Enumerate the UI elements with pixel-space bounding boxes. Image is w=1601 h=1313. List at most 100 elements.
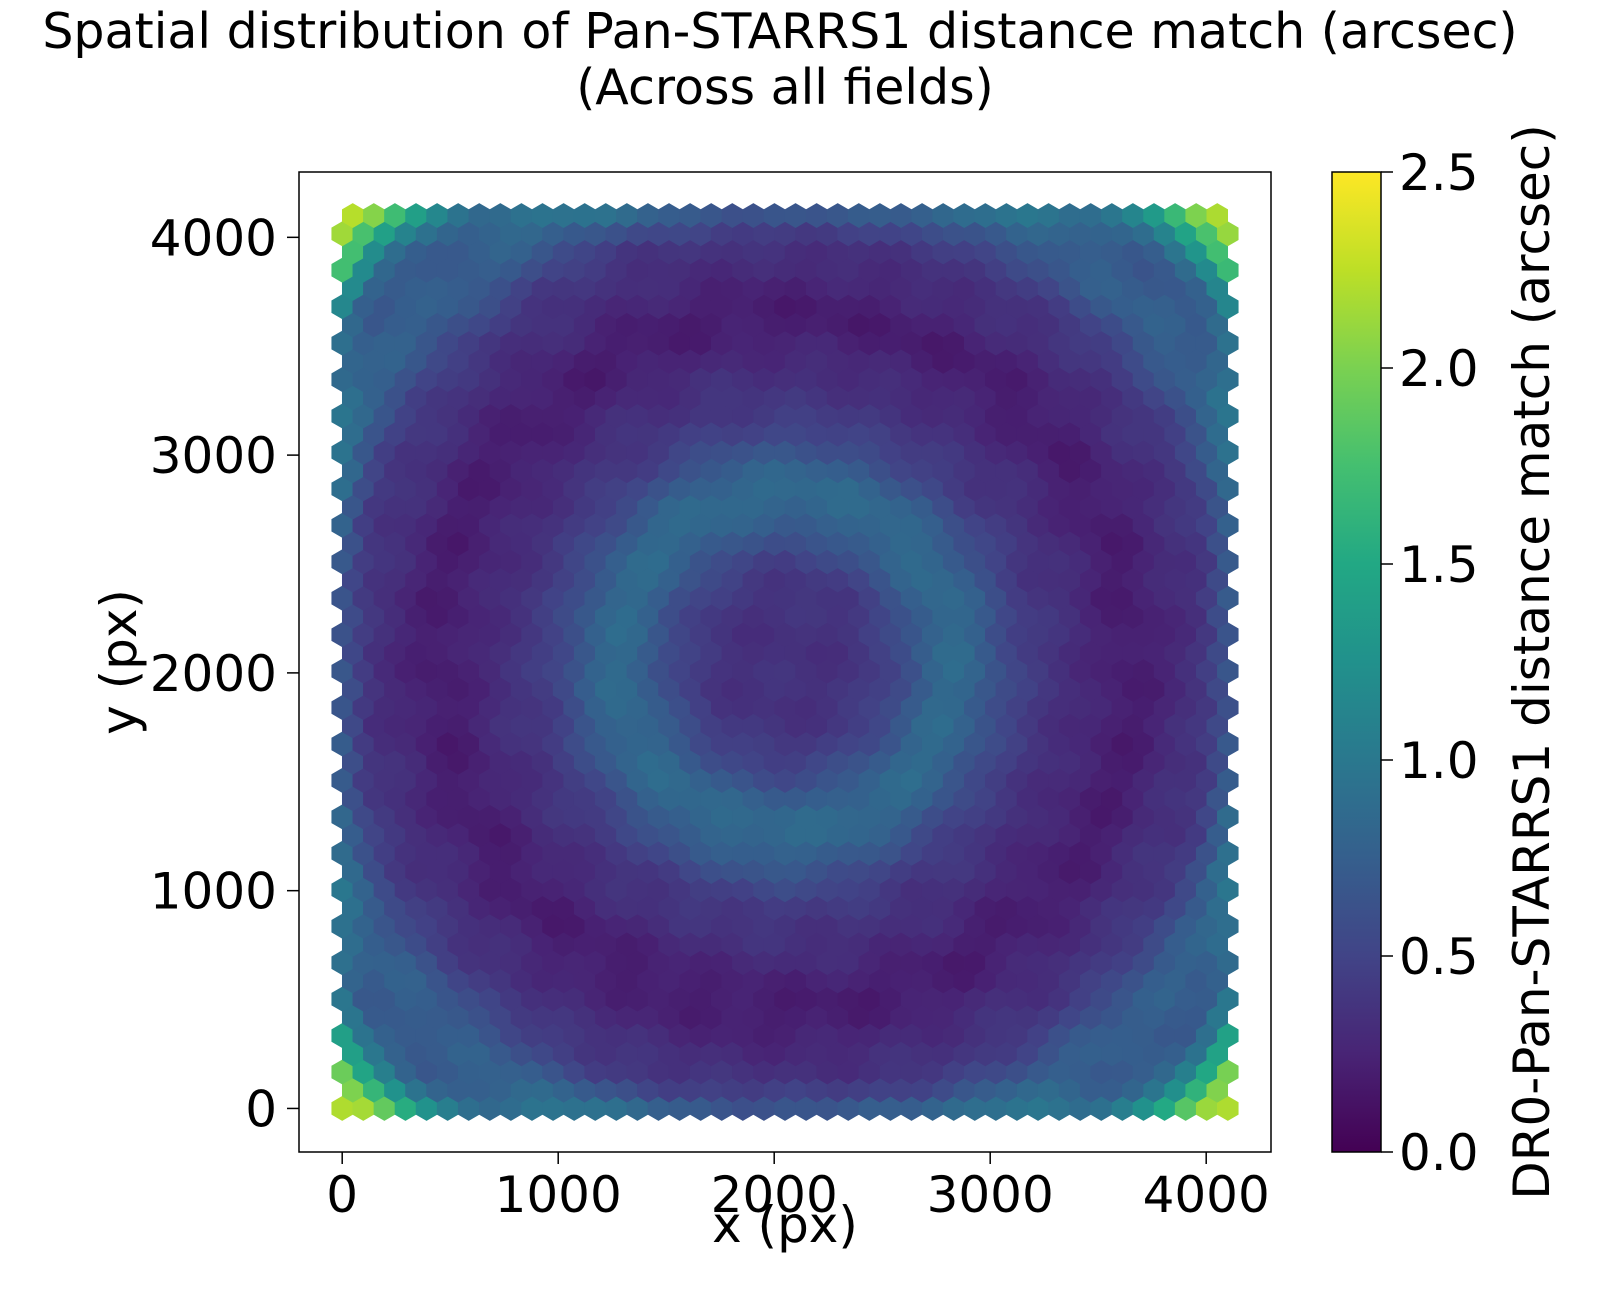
- hex-cell: [573, 640, 596, 666]
- hex-cell: [415, 877, 438, 903]
- hex-cell: [689, 221, 712, 247]
- hex-cell: [1206, 239, 1229, 265]
- hex-cell: [415, 549, 438, 575]
- hex-cell: [848, 1004, 870, 1030]
- hex-cell: [1048, 585, 1070, 611]
- hex-cell: [1027, 768, 1049, 793]
- hex-cell: [426, 239, 448, 265]
- hex-cell: [626, 731, 649, 757]
- hex-cell: [542, 476, 564, 502]
- hex-cell: [510, 385, 533, 411]
- hex-cell: [763, 676, 786, 702]
- hex-cell: [647, 1096, 670, 1121]
- hex-cell: [1143, 859, 1165, 884]
- hex-cell: [436, 221, 459, 247]
- hex-cell: [531, 822, 554, 848]
- hex-cell: [341, 676, 364, 702]
- hex-cell: [700, 1004, 722, 1030]
- hex-cell: [953, 968, 975, 994]
- hex-cell: [1174, 804, 1197, 830]
- hex-cell: [479, 367, 501, 392]
- hex-cell: [869, 494, 891, 520]
- hex-cell: [900, 585, 923, 611]
- hex-cell: [953, 567, 975, 593]
- hex-cell: [1016, 458, 1039, 484]
- hex-cell: [1174, 476, 1197, 502]
- hex-cell: [869, 713, 891, 739]
- hex-cell: [1185, 749, 1207, 775]
- hex-cell: [373, 950, 396, 976]
- hex-cell: [637, 239, 659, 265]
- hex-cell: [510, 676, 533, 702]
- hex-cell: [415, 1059, 438, 1085]
- hex-cell: [679, 713, 701, 739]
- hex-cell: [563, 512, 585, 538]
- hex-cell: [763, 203, 786, 228]
- hex-cell: [1174, 913, 1197, 939]
- hex-cell: [1069, 476, 1091, 502]
- hex-cell: [753, 695, 775, 720]
- hex-cell: [500, 622, 522, 648]
- hex-cell: [700, 239, 722, 265]
- hex-cell: [1006, 622, 1028, 648]
- hex-cell: [732, 440, 754, 465]
- hex-cell: [373, 221, 396, 247]
- hex-cell: [890, 385, 912, 411]
- hex-cell: [637, 786, 659, 812]
- hex-cell: [869, 385, 891, 411]
- hex-cell: [489, 822, 512, 848]
- hex-cell: [964, 403, 986, 429]
- hex-cell: [1174, 221, 1197, 247]
- hex-cell: [552, 312, 575, 338]
- hex-cell: [1058, 822, 1081, 848]
- hex-cell: [1185, 968, 1207, 994]
- hex-cell: [700, 385, 722, 411]
- hex-cell: [405, 676, 427, 702]
- hex-cell: [468, 458, 491, 484]
- hex-cell: [1153, 512, 1176, 538]
- hex-cell: [805, 786, 828, 812]
- hex-cell: [921, 512, 944, 538]
- colorbar-tick-label: 0.0: [1399, 1124, 1479, 1182]
- hex-cell: [457, 986, 480, 1012]
- hex-cell: [1132, 622, 1155, 648]
- hex-cell: [1195, 913, 1218, 939]
- hex-cell: [1143, 640, 1165, 666]
- hex-cell: [1079, 604, 1102, 629]
- hex-cell: [1101, 1041, 1123, 1067]
- hex-cell: [1016, 385, 1039, 411]
- hex-cell: [1195, 877, 1218, 903]
- hex-cell: [753, 986, 775, 1012]
- hex-cell: [721, 203, 744, 228]
- hex-cell: [805, 276, 828, 301]
- hex-cell: [637, 421, 659, 447]
- hex-cell: [826, 968, 849, 994]
- hex-cell: [457, 1059, 480, 1085]
- hex-cell: [552, 786, 575, 812]
- hex-cell: [1153, 294, 1176, 320]
- hex-cell: [658, 348, 680, 374]
- hex-cell: [331, 768, 353, 793]
- hex-cell: [531, 640, 554, 666]
- hex-cell: [1122, 312, 1144, 338]
- hex-cell: [1153, 367, 1176, 392]
- hex-cell: [1164, 786, 1186, 812]
- hex-cell: [753, 476, 775, 502]
- hex-cell: [689, 367, 712, 392]
- hex-cell: [774, 804, 796, 830]
- hex-cell: [942, 768, 965, 793]
- y-tick-label: 1000: [150, 863, 277, 921]
- hex-cell: [500, 658, 522, 684]
- hex-cell: [784, 276, 807, 301]
- hex-cell: [1217, 950, 1239, 976]
- hex-cell: [1101, 749, 1123, 775]
- hex-cell: [890, 458, 912, 484]
- hex-cell: [605, 877, 628, 903]
- hex-cell: [1164, 713, 1186, 739]
- hex-cell: [573, 676, 596, 702]
- hex-cell: [816, 622, 838, 648]
- hex-cell: [605, 658, 628, 684]
- hex-cell: [415, 804, 438, 830]
- hex-cell: [869, 859, 891, 884]
- hex-cell: [953, 494, 975, 520]
